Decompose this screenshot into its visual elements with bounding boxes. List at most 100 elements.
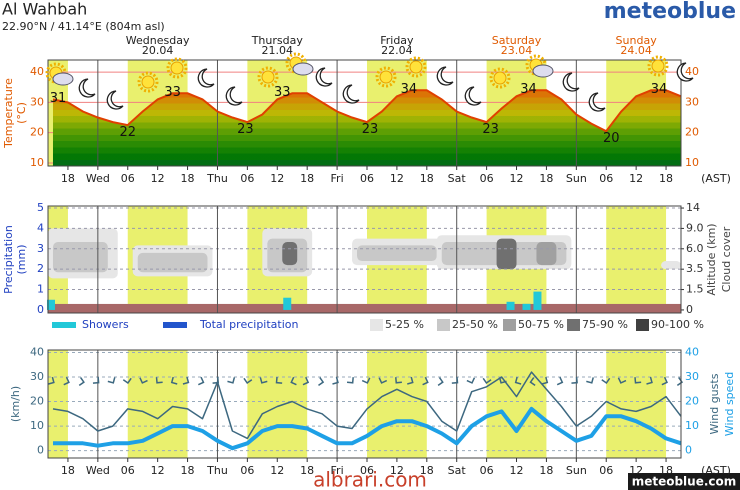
wind-direction <box>78 377 85 387</box>
wind-direction <box>529 377 536 387</box>
legend-label: 50-75 % <box>518 318 564 331</box>
cloud <box>661 261 681 270</box>
temperature-area <box>52 90 681 166</box>
x-tick-label: Sun <box>566 464 587 477</box>
x-tick-label: Thu <box>206 464 228 477</box>
x-tick-label: 12 <box>629 464 643 477</box>
y-tick-label: 40 <box>30 65 44 78</box>
y-tick-label: 0 <box>37 444 44 457</box>
wind-direction <box>378 377 388 384</box>
x-tick-label: Sat <box>448 172 467 185</box>
y-tick-label: 0 <box>685 444 692 457</box>
title: Al Wahbah <box>2 0 87 19</box>
y-tick-label: 5 <box>37 201 44 214</box>
cloud-icon <box>292 62 314 76</box>
wind-direction <box>63 376 70 386</box>
moon-icon <box>106 90 124 110</box>
y-tick-label: 0 <box>37 303 44 316</box>
wind-direction <box>182 376 190 385</box>
legend-label: 25-50 % <box>452 318 498 331</box>
y-tick-label: 1 <box>37 283 44 296</box>
extreme-label: 20 <box>603 131 620 146</box>
cloud <box>137 252 208 273</box>
x-tick-label: Thu <box>206 172 228 185</box>
sun-icon <box>379 70 393 84</box>
moon-icon <box>315 67 333 87</box>
y-tick-label: 30 <box>685 370 699 383</box>
brand: meteoblue <box>604 0 736 24</box>
moon-icon <box>676 62 694 82</box>
y-tick-label: 10 <box>30 419 44 432</box>
sun-icon <box>170 61 184 75</box>
wind-direction <box>92 376 100 384</box>
sun-icon <box>409 60 423 74</box>
extreme-label: 34 <box>651 82 668 97</box>
daylight <box>366 350 427 458</box>
sun-icon <box>137 71 159 93</box>
x-tick-label: 18 <box>300 172 314 185</box>
plot-frame <box>47 59 682 167</box>
temperature-line <box>52 89 682 133</box>
y-tick-label: 3 <box>37 242 44 255</box>
wind-direction <box>259 377 268 384</box>
wind-direction <box>346 377 354 384</box>
wind-direction <box>556 376 564 386</box>
x-tick-label: 18 <box>181 464 195 477</box>
wind-direction <box>541 376 549 385</box>
x-tick-label: 06 <box>240 172 254 185</box>
axis-label: Wind gusts <box>708 373 721 434</box>
x-tick-label: 12 <box>390 172 404 185</box>
x-tick-label: Sun <box>566 172 587 185</box>
x-tick-label: Wed <box>86 464 110 477</box>
cloud-icon <box>532 64 554 78</box>
wind-direction <box>407 376 414 385</box>
x-tick-label: 18 <box>420 172 434 185</box>
day-date: 22.04 <box>381 44 413 57</box>
wind-line <box>52 371 682 440</box>
day-date: 23.04 <box>501 44 533 57</box>
wind-direction <box>661 376 668 386</box>
x-tick-label: 06 <box>360 172 374 185</box>
wind-direction <box>571 376 578 384</box>
x-tick-label: 18 <box>61 172 75 185</box>
x-tick-label: 06 <box>121 464 135 477</box>
x-tick-label: 12 <box>270 172 284 185</box>
wind-direction <box>437 377 444 387</box>
moon-icon <box>225 86 243 106</box>
legend-swatch <box>636 319 649 331</box>
moon-icon <box>78 78 96 98</box>
day-name: Wednesday <box>126 34 190 47</box>
wind-direction <box>361 377 371 384</box>
wind-direction <box>122 377 132 385</box>
cloud <box>282 242 298 266</box>
x-tick-label: 18 <box>539 464 553 477</box>
x-tick-label: 06 <box>480 172 494 185</box>
y-tick-label: 20 <box>30 126 44 139</box>
x-unit: (AST) <box>701 172 731 185</box>
wind-direction <box>243 377 253 385</box>
wind-direction <box>332 376 339 385</box>
day-name: Sunday <box>616 34 658 47</box>
y2-tick-label: 14 <box>686 201 700 214</box>
wind-direction <box>646 376 653 385</box>
plot-frame <box>47 349 682 459</box>
wind-direction <box>212 376 220 384</box>
legend-swatch <box>437 319 450 331</box>
wind-direction <box>514 376 522 385</box>
precip-bar <box>46 299 55 310</box>
day-date: 21.04 <box>262 44 294 57</box>
y-tick-label: 10 <box>685 419 699 432</box>
plot-frame <box>47 205 682 314</box>
x-tick-label: 12 <box>510 172 524 185</box>
wind-direction <box>302 376 310 386</box>
daylight <box>606 206 667 313</box>
extreme-label: 23 <box>362 122 379 137</box>
daylight <box>606 350 667 458</box>
legend-label: 90-100 % <box>651 318 704 331</box>
day-name: Friday <box>380 34 414 47</box>
wind-direction <box>601 377 611 385</box>
ground <box>48 303 681 313</box>
y-tick-label: 4 <box>37 221 44 234</box>
cloud <box>357 245 437 262</box>
